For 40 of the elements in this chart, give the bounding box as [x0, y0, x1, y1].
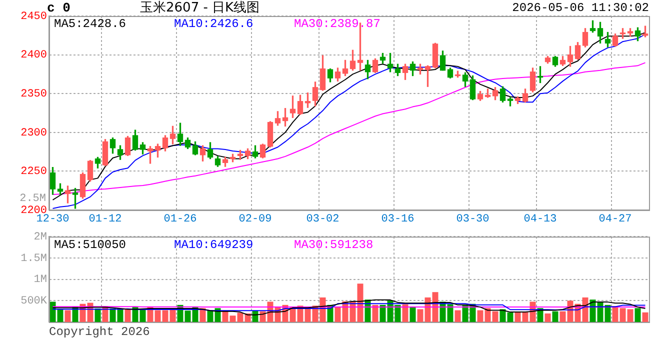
bar — [64, 310, 71, 322]
text: 2.5M — [20, 192, 46, 205]
text: MA30:2389.87 — [294, 17, 380, 32]
text: MA30:591238 — [294, 238, 374, 252]
bar — [642, 312, 648, 322]
y-tick-label: 2300 — [20, 127, 47, 140]
y-tick-label: 1.5M — [20, 252, 47, 265]
x-tick-label: 04-13 — [524, 214, 557, 226]
text: Copyright 2026 — [49, 325, 150, 340]
bar — [372, 304, 378, 322]
chart-subtitle: 2026-05-06 11:30:02 — [512, 1, 649, 16]
text: MA10:2426.6 — [174, 17, 254, 32]
bar — [94, 308, 101, 322]
x-tick-label: 01-12 — [88, 214, 122, 226]
y-tick-label: 2M — [34, 232, 47, 244]
bar — [402, 304, 408, 322]
text: MA5:510050 — [54, 238, 126, 252]
text: MA10:649239 — [174, 238, 254, 252]
text: MA5:2428.6 — [54, 17, 126, 32]
x-tick-label: 04-27 — [598, 214, 632, 226]
bar — [544, 313, 551, 322]
x-tick-label: 01-26 — [164, 214, 197, 226]
bar — [634, 308, 641, 322]
y-tick-label: 2350 — [20, 88, 47, 101]
x-tick-label: 03-16 — [381, 214, 414, 226]
bar — [410, 306, 416, 322]
bar — [124, 308, 131, 322]
x-tick-label: 03-02 — [306, 214, 340, 226]
text: c 0 — [47, 0, 71, 16]
y-tick-label: 1M — [34, 274, 47, 286]
y-tick-label: 2400 — [20, 50, 47, 62]
y-tick-label: 500K — [20, 296, 48, 308]
x-tick-label: 02-09 — [238, 214, 272, 226]
y-tick-label: 2250 — [20, 166, 47, 178]
chart-title: 玉米2607 - 日K线图 — [140, 0, 260, 16]
y-tick-label: 2450 — [20, 10, 47, 23]
bar — [552, 311, 558, 322]
x-tick-label: 03-30 — [456, 214, 490, 226]
bar — [200, 308, 206, 322]
bar — [454, 310, 461, 322]
